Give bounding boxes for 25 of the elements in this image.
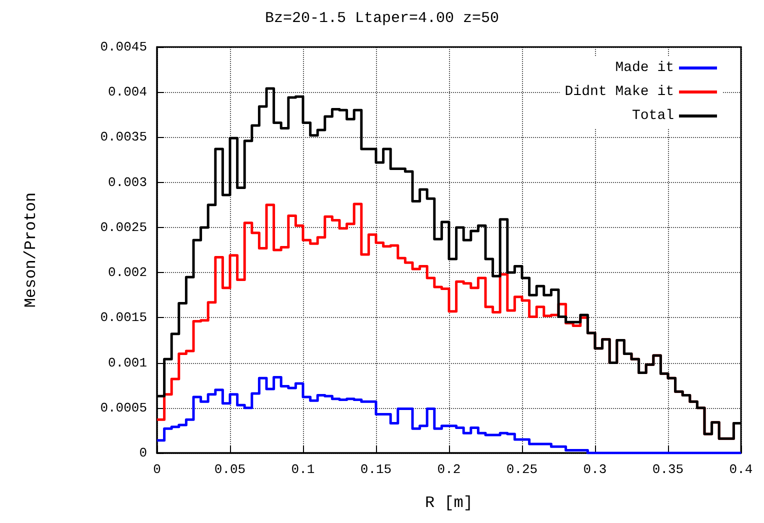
y-tick-label: 0.0005	[100, 400, 147, 416]
x-tick-label: 0	[153, 462, 161, 477]
y-tick-label: 0.003	[108, 174, 147, 190]
x-tick-label: 0.15	[360, 462, 392, 477]
y-tick-label: 0.0025	[100, 220, 147, 235]
x-tick-label: 0.4	[729, 462, 753, 477]
y-tick-label: 0	[139, 446, 147, 460]
legend-label: Didnt Make it	[564, 84, 674, 100]
legend-label: Made it	[615, 60, 674, 76]
x-tick-label: 0.35	[652, 462, 684, 477]
y-tick-label: 0.0035	[100, 130, 147, 145]
y-tick-label: 0.0015	[100, 310, 147, 326]
y-axis-title: Meson/Proton	[22, 192, 40, 308]
x-tick-label: 0.25	[506, 462, 538, 477]
x-tick-label: 0.3	[583, 462, 607, 477]
x-axis-title: R [m]	[424, 494, 474, 512]
chart-title: Bz=20-1.5 Ltaper=4.00 z=50	[264, 10, 500, 27]
x-tick-label: 0.1	[291, 462, 315, 477]
x-tick-label: 0.2	[437, 462, 461, 477]
legend-label: Total	[632, 108, 674, 124]
y-tick-label: 0.002	[108, 265, 147, 280]
y-tick-label: 0.001	[108, 355, 148, 370]
x-tick-label: 0.05	[214, 462, 246, 477]
y-tick-label: 0.004	[108, 84, 148, 100]
y-tick-label: 0.0045	[100, 40, 147, 54]
